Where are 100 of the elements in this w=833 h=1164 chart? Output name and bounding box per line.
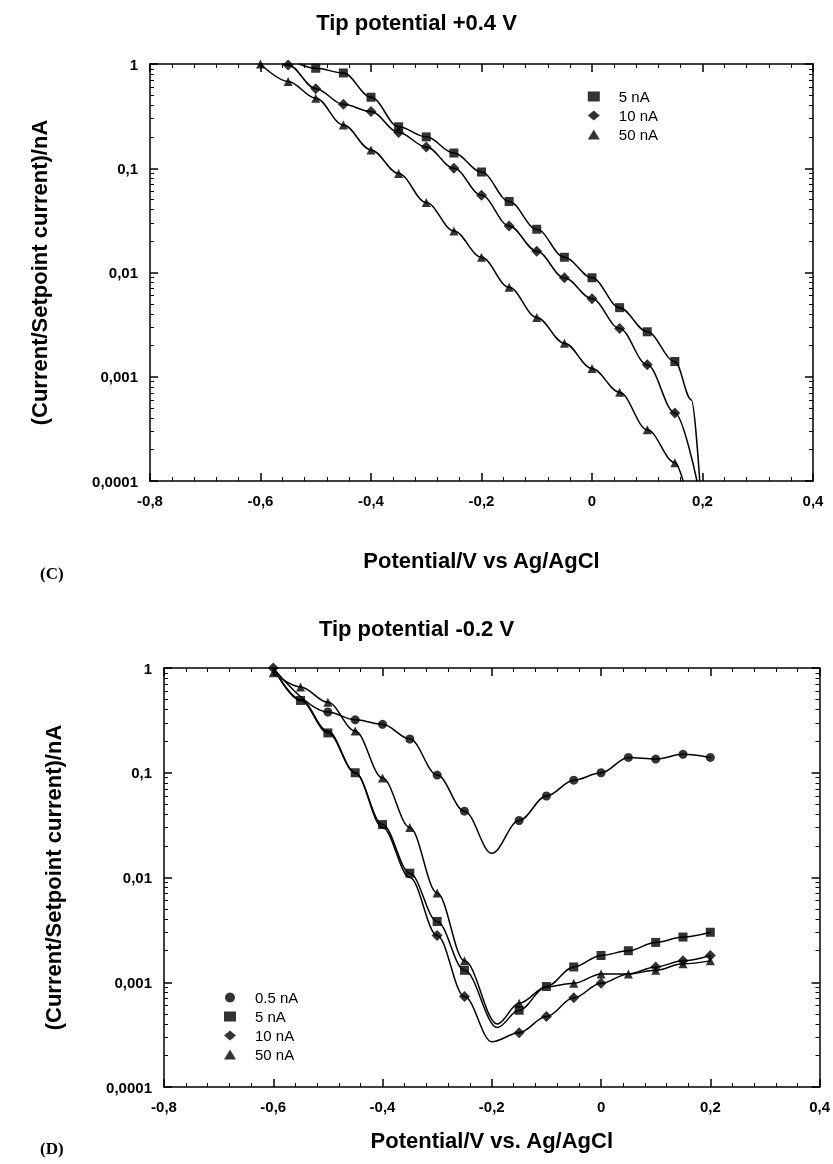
point (641, 359, 653, 371)
y-tick-label: 0,1 (117, 159, 138, 177)
point (296, 695, 306, 705)
x-tick-label: 0 (596, 1098, 606, 1115)
point (449, 226, 459, 236)
legend-label: 10 nA (618, 107, 658, 124)
y-axis-title: (Current/Setpoint current)/nA (40, 724, 66, 1031)
x-tick-label: -0,2 (478, 1098, 505, 1115)
chart-title: Tip potential -0.2 V (318, 615, 515, 641)
y-tick-label: 0,1 (131, 764, 152, 782)
point (503, 220, 515, 232)
legend-label: 5 nA (618, 88, 650, 105)
point (394, 169, 404, 179)
point (420, 141, 432, 153)
point (323, 707, 333, 717)
point (311, 63, 321, 73)
point (378, 719, 388, 729)
x-tick-label: 0,4 (802, 492, 825, 509)
point (323, 697, 333, 707)
point (623, 946, 633, 956)
text: (D) (40, 1139, 64, 1158)
point (531, 245, 543, 257)
point (378, 820, 388, 830)
point (514, 998, 524, 1008)
point (615, 387, 625, 397)
point (458, 991, 470, 1003)
point (595, 977, 607, 989)
point (393, 127, 405, 139)
point (623, 752, 633, 762)
y-tick-label: 0,0001 (106, 1078, 152, 1096)
y-tick-label: 0,001 (100, 368, 138, 386)
point (532, 313, 542, 323)
y-tick-label: 0,001 (114, 973, 152, 991)
point (651, 754, 661, 764)
x-axis-title: Potential/V vs. Ag/AgCl (370, 1127, 614, 1153)
point (540, 1011, 552, 1023)
point (311, 93, 321, 103)
point (568, 992, 580, 1004)
x-tick-label: -0,4 (358, 492, 385, 509)
point (596, 951, 606, 961)
point (541, 791, 551, 801)
x-tick-label: 0,2 (692, 492, 713, 509)
point (282, 59, 294, 71)
x-tick-label: -0,8 (137, 492, 163, 509)
point (678, 959, 688, 969)
point (477, 167, 486, 177)
point (670, 458, 680, 468)
legend-label: 50 nA (255, 1046, 295, 1063)
point (477, 252, 486, 262)
point (513, 1027, 525, 1039)
y-tick-label: 1 (129, 55, 138, 73)
point (558, 272, 570, 284)
point (337, 98, 349, 110)
point (350, 726, 360, 736)
point (614, 323, 626, 335)
y-tick-label: 0,01 (122, 869, 152, 886)
point (421, 197, 431, 207)
x-tick-label: -0,6 (247, 492, 274, 509)
point (504, 196, 514, 206)
point (459, 965, 469, 975)
point (432, 770, 442, 780)
point (323, 728, 333, 738)
point (366, 92, 376, 102)
point (559, 252, 569, 262)
point (421, 132, 431, 142)
legend-label: 50 nA (618, 126, 658, 143)
chart-title: Tip potential +0.4 V (316, 9, 518, 35)
point (559, 338, 569, 348)
point (283, 76, 293, 86)
x-tick-label: -0,8 (151, 1098, 177, 1115)
x-tick-label: 0 (587, 492, 597, 509)
point (651, 965, 661, 975)
point (615, 303, 625, 313)
point (476, 189, 487, 201)
point (448, 162, 460, 174)
point (405, 734, 415, 744)
y-tick-label: 1 (143, 659, 152, 677)
point (587, 364, 597, 373)
x-tick-label: -0,4 (369, 1098, 397, 1115)
y-axis-title: (Current/Setpoint current)/nA (26, 119, 52, 426)
y-tick-label: 0,01 (108, 264, 138, 281)
legend-label: 0.5 nA (255, 989, 299, 1006)
x-tick-label: -0,6 (260, 1098, 287, 1115)
point (670, 357, 680, 367)
point (431, 929, 443, 941)
point (405, 868, 415, 878)
point (569, 978, 579, 988)
point (651, 937, 661, 947)
legend-label: 5 nA (255, 1008, 286, 1025)
point (350, 768, 360, 778)
point (338, 68, 348, 78)
point (669, 407, 681, 419)
point (365, 106, 377, 118)
point (541, 982, 551, 992)
point (350, 715, 360, 725)
point (449, 148, 459, 158)
x-tick-label: 0,2 (699, 1098, 721, 1115)
point (587, 273, 597, 283)
point (532, 224, 542, 234)
point (432, 917, 442, 927)
